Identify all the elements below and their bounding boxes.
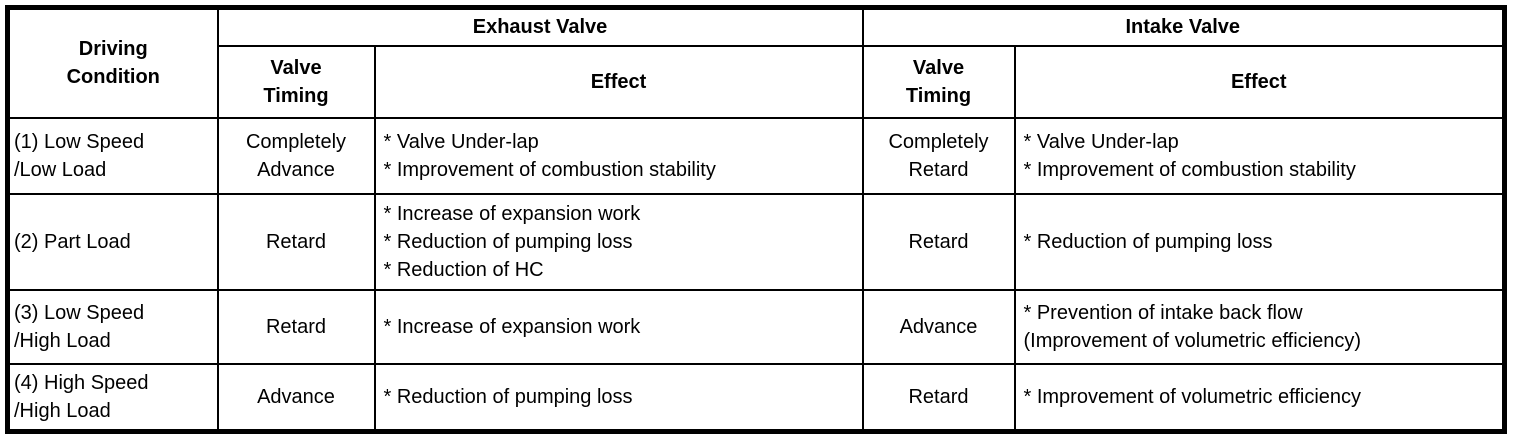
cell-intake-valve-timing: Retard (861, 192, 1016, 291)
cell-intake-valve-timing: Completely Retard (861, 116, 1016, 195)
cell-exhaust-valve-timing: Completely Advance (216, 116, 376, 195)
cell-intake-effect: * Valve Under-lap * Improvement of combu… (1013, 116, 1506, 195)
cell-driving-condition: (1) Low Speed /Low Load (6, 116, 219, 195)
cell-exhaust-valve-timing: Retard (216, 288, 376, 365)
table-row: (2) Part Load Retard * Increase of expan… (6, 192, 1506, 291)
cell-intake-effect: * Reduction of pumping loss (1013, 192, 1506, 291)
cell-intake-valve-timing: Retard (861, 362, 1016, 433)
cell-exhaust-effect: * Increase of expansion work * Reduction… (373, 192, 864, 291)
cell-exhaust-effect: * Reduction of pumping loss (373, 362, 864, 433)
cell-driving-condition: (4) High Speed /High Load (6, 362, 219, 433)
header-exhaust-effect: Effect (373, 44, 864, 119)
cell-driving-condition: (2) Part Load (6, 192, 219, 291)
cell-intake-effect: * Improvement of volumetric efficiency (1013, 362, 1506, 433)
cell-exhaust-effect: * Valve Under-lap * Improvement of combu… (373, 116, 864, 195)
header-exhaust-valve: Exhaust Valve (216, 6, 864, 47)
cell-driving-condition: (3) Low Speed /High Load (6, 288, 219, 365)
table-row: (1) Low Speed /Low Load Completely Advan… (6, 116, 1506, 195)
header-intake-effect: Effect (1013, 44, 1506, 119)
page: Driving Condition Exhaust Valve Intake V… (5, 5, 1507, 434)
cell-intake-valve-timing: Advance (861, 288, 1016, 365)
header-intake-valve: Intake Valve (861, 6, 1506, 47)
cell-exhaust-effect: * Increase of expansion work (373, 288, 864, 365)
valve-timing-table: Driving Condition Exhaust Valve Intake V… (5, 5, 1507, 434)
cell-exhaust-valve-timing: Advance (216, 362, 376, 433)
header-intake-valve-timing: Valve Timing (861, 44, 1016, 119)
header-row-groups: Driving Condition Exhaust Valve Intake V… (6, 6, 1506, 119)
header-exhaust-valve-timing: Valve Timing (216, 44, 376, 119)
cell-exhaust-valve-timing: Retard (216, 192, 376, 291)
cell-intake-effect: * Prevention of intake back flow (Improv… (1013, 288, 1506, 365)
header-driving-condition: Driving Condition (6, 6, 219, 119)
header-row-columns: Valve Timing Effect Valve Timing Effect (8, 44, 1506, 119)
table-row: (3) Low Speed /High Load Retard * Increa… (6, 288, 1506, 365)
table-row: (4) High Speed /High Load Advance * Redu… (6, 362, 1506, 433)
